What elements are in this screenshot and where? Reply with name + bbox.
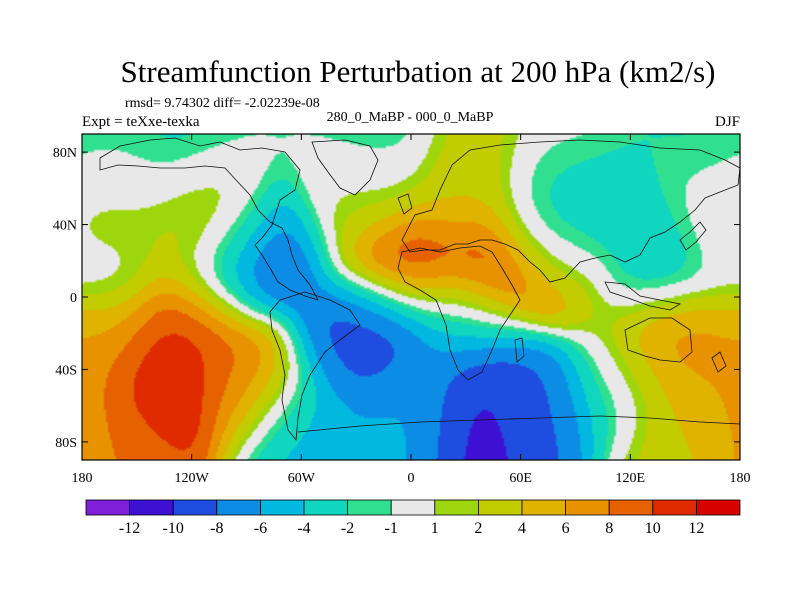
colorbar-swatch — [521, 499, 566, 516]
colorbar-swatch — [608, 499, 654, 516]
colorbar-label: -8 — [210, 520, 223, 537]
coastlines — [99, 137, 740, 442]
colorbar-label: -10 — [163, 520, 184, 537]
y-tick-label: 40S — [55, 363, 77, 378]
rmsd-label: rmsd= 9.74302 diff= -2.02239e-08 — [125, 96, 320, 111]
x-tick-label: 60W — [288, 471, 316, 486]
colorbar-swatch — [652, 499, 697, 516]
y-axis: 80N 40N 0 40S 80S — [53, 146, 740, 451]
x-tick-label: 60E — [509, 471, 532, 486]
colorbar-swatch — [477, 499, 523, 516]
colorbar-label: 1 — [431, 520, 439, 537]
x-tick-label: 180 — [730, 471, 751, 486]
x-tick-label: 120E — [616, 471, 646, 486]
colorbar-swatch — [216, 499, 261, 516]
colorbar-swatch — [347, 499, 392, 516]
colorbar-swatch — [696, 499, 741, 516]
colorbar-label: -12 — [119, 520, 140, 537]
y-tick-label: 80S — [55, 436, 77, 451]
x-tick-label: 120W — [175, 471, 210, 486]
colorbar-label: 4 — [518, 520, 526, 537]
colorbar-label: 6 — [562, 520, 570, 537]
colorbar-label: 12 — [688, 520, 704, 537]
colorbar-swatch — [129, 499, 174, 516]
colorbar-label: -6 — [254, 520, 267, 537]
colorbar-swatch — [434, 499, 479, 516]
x-tick-label: 0 — [408, 471, 415, 486]
colorbar-label: 2 — [474, 520, 482, 537]
y-tick-label: 40N — [53, 219, 77, 234]
colorbar-swatch — [172, 499, 218, 516]
streamfunction-field — [82, 134, 740, 460]
chart-title: Streamfunction Perturbation at 200 hPa (… — [121, 54, 716, 89]
colorbar: -12 -10 -8 -6 -4 -2 -1 1 2 4 6 8 10 12 — [85, 499, 741, 537]
colorbar-label: -2 — [341, 520, 354, 537]
y-tick-label: 0 — [70, 291, 77, 306]
colorbar-label: 8 — [605, 520, 613, 537]
colorbar-swatch — [390, 499, 436, 516]
y-tick-label: 80N — [53, 146, 77, 161]
colorbar-label: 10 — [645, 520, 661, 537]
x-tick-label: 180 — [72, 471, 93, 486]
season-label: DJF — [715, 114, 740, 130]
colorbar-label: -1 — [385, 520, 398, 537]
colorbar-swatch — [303, 499, 348, 516]
colorbar-swatch — [259, 499, 305, 516]
colorbar-label: -4 — [297, 520, 310, 537]
map-panel: 80N 40N 0 40S 80S 180 120W 60W 0 60E 120E 180 — [53, 133, 751, 486]
colorbar-swatch — [565, 499, 610, 516]
x-axis: 180 120W 60W 0 60E 120E 180 — [72, 134, 751, 486]
experiment-label: Expt = teXxe-texka — [82, 114, 200, 130]
colorbar-swatch — [85, 499, 130, 516]
comparison-label: 280_0_MaBP - 000_0_MaBP — [327, 110, 494, 125]
